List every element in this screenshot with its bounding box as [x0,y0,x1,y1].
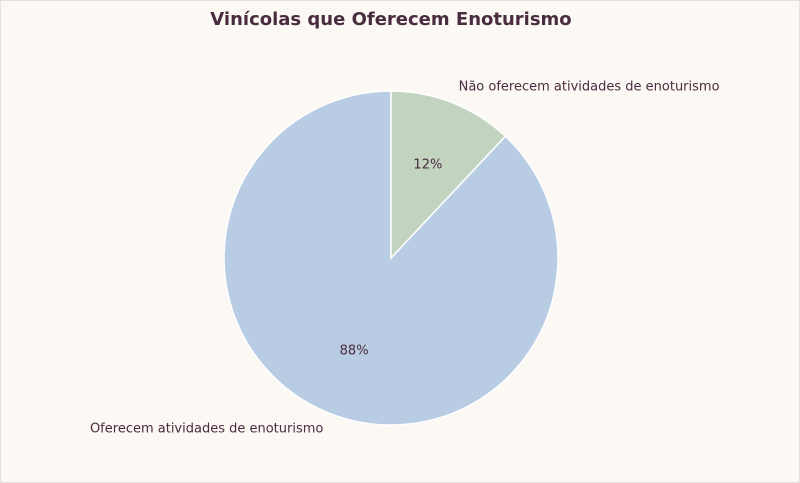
percent-label: 12% [413,157,442,172]
slice-label: Oferecem atividades de enoturismo [90,421,323,436]
chart-title: Vinícolas que Oferecem Enoturismo [210,9,571,30]
slice-label: Não oferecem atividades de enoturismo [459,80,720,95]
pie-slice [390,90,507,260]
percent-label: 88% [340,344,369,359]
